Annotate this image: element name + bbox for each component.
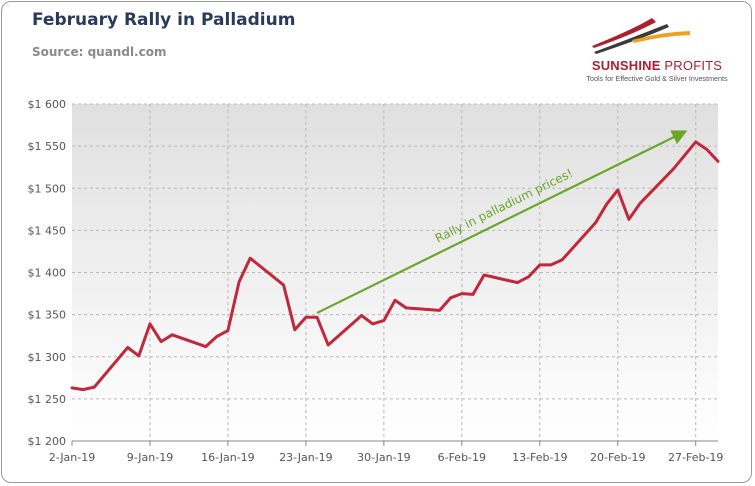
x-tick-label: 30-Jan-19 <box>357 451 411 464</box>
data-point <box>81 388 85 391</box>
data-point <box>371 322 374 326</box>
x-tick-label: 20-Feb-19 <box>590 451 645 464</box>
x-tick-label: 2-Jan-19 <box>49 451 96 464</box>
x-tick-label: 27-Feb-19 <box>668 451 723 464</box>
data-point <box>538 263 541 267</box>
data-point <box>93 385 96 389</box>
data-point <box>159 340 163 343</box>
y-tick-label: $1 400 <box>28 267 67 280</box>
x-tick-label: 9-Jan-19 <box>127 451 174 464</box>
data-point <box>549 263 553 267</box>
data-point <box>683 154 686 157</box>
data-point <box>249 256 252 260</box>
data-point <box>705 148 709 151</box>
data-point <box>438 309 441 312</box>
data-point <box>672 167 675 171</box>
x-tick-label: 6-Feb-19 <box>438 451 486 464</box>
data-point <box>237 280 241 283</box>
x-tick-label: 13-Feb-19 <box>512 451 567 464</box>
y-tick-label: $1 200 <box>28 435 67 448</box>
plot-area <box>72 104 718 441</box>
x-axis-tick-labels: 2-Jan-19 9-Jan-19 16-Jan-19 23-Jan-19 30-Jan… <box>49 441 723 464</box>
y-tick-label: $1 550 <box>28 140 67 153</box>
data-point <box>460 292 464 295</box>
data-point <box>70 386 74 390</box>
data-point <box>226 329 230 332</box>
data-point <box>126 346 129 349</box>
data-point <box>137 354 141 358</box>
data-point <box>560 258 564 262</box>
data-point <box>627 218 631 221</box>
y-tick-label: $1 600 <box>28 98 67 111</box>
data-point <box>616 188 619 192</box>
data-point <box>360 314 363 317</box>
data-point <box>382 319 386 322</box>
data-point <box>638 202 642 205</box>
y-tick-label: $1 300 <box>28 351 67 364</box>
sunshine-profits-logo: SUNSHINE PROFITS Tools for Effective Gol… <box>572 14 742 84</box>
data-point <box>215 335 218 338</box>
data-point <box>516 281 519 284</box>
x-tick-label: 16-Jan-19 <box>201 451 255 464</box>
rally-arrow <box>316 130 688 314</box>
y-tick-label: $1 450 <box>28 224 67 237</box>
vertical-gridlines <box>149 104 697 441</box>
data-point <box>605 203 608 206</box>
price-series <box>70 140 720 392</box>
sunshine-swoosh-icon <box>592 18 690 54</box>
data-point <box>694 140 697 144</box>
data-point <box>304 315 308 319</box>
y-axis-tick-labels: $1 200 $1 250 $1 300 $1 350 $1 400 $1 450 $1 5… <box>28 98 67 448</box>
data-point <box>449 296 452 299</box>
data-point <box>482 273 486 277</box>
data-point <box>393 299 397 302</box>
data-point <box>404 306 408 310</box>
data-point <box>527 275 530 278</box>
logo-name: SUNSHINE PROFITS <box>591 58 723 73</box>
data-point <box>171 333 174 337</box>
data-point <box>471 293 475 296</box>
data-point <box>326 343 330 347</box>
data-point <box>148 322 152 326</box>
data-point <box>204 345 207 348</box>
x-tick-label: 23-Jan-19 <box>279 451 333 464</box>
data-point <box>293 328 296 331</box>
data-point <box>315 315 319 319</box>
data-point <box>282 283 285 287</box>
logo-tagline: Tools for Effective Gold & Silver Invest… <box>586 74 728 83</box>
y-tick-label: $1 350 <box>28 309 67 322</box>
chart-subtitle: Source: quandl.com <box>32 45 167 59</box>
chart-title: February Rally in Palladium <box>32 10 296 30</box>
y-tick-label: $1 250 <box>28 393 67 406</box>
y-tick-label: $1 500 <box>28 182 67 195</box>
data-point <box>716 160 720 163</box>
data-point <box>594 221 597 224</box>
